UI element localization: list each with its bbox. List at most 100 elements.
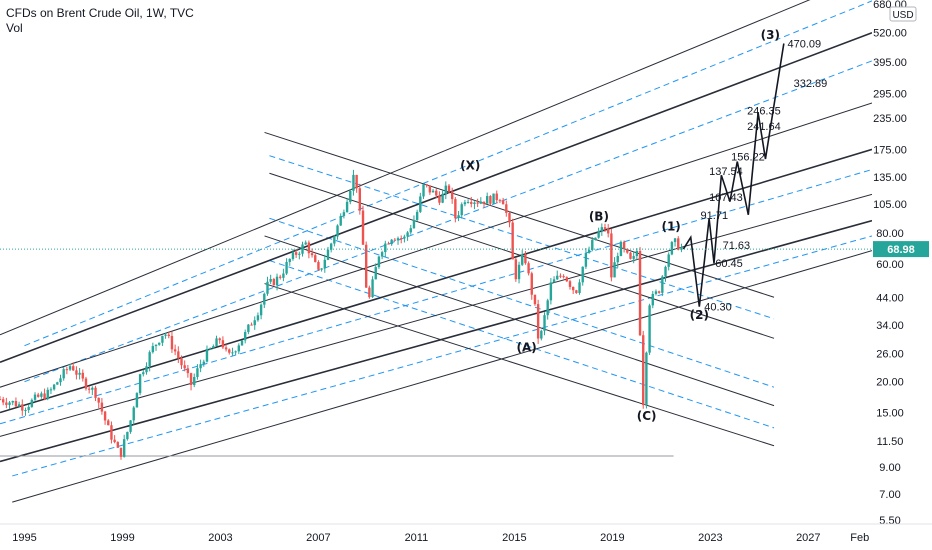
candle-body: [508, 212, 511, 223]
candle-body: [600, 227, 604, 232]
price-annotation: 60.45: [715, 258, 743, 270]
candle-body: [546, 300, 549, 316]
candle-body: [107, 420, 110, 426]
candle-body: [304, 242, 307, 245]
current-price-value: 68.98: [887, 244, 915, 256]
candle-body: [444, 185, 447, 195]
candle-body: [269, 278, 272, 282]
dashed-channel-line: [269, 155, 775, 320]
candle-body: [84, 378, 88, 389]
candle-body: [221, 340, 225, 348]
price-axis-bg: [872, 0, 932, 550]
candle-body: [425, 184, 428, 186]
candle-body: [250, 324, 253, 326]
candle-body: [62, 369, 65, 379]
candle-body: [307, 242, 311, 254]
candle-body: [224, 347, 228, 350]
candle-body: [549, 282, 553, 301]
candle-body: [412, 219, 416, 229]
y-tick-label: 44.00: [876, 292, 904, 304]
candle-body: [116, 442, 120, 448]
y-tick-label: 7.00: [879, 489, 900, 501]
price-annotation: 246.35: [747, 105, 781, 117]
candle-body: [91, 387, 94, 390]
candle-body: [371, 279, 374, 298]
candle-body: [428, 185, 432, 193]
candle-body: [183, 365, 186, 369]
candle-body: [530, 273, 533, 295]
candle-body: [594, 237, 597, 240]
wave-label: (3): [761, 28, 780, 42]
candle-body: [65, 369, 69, 371]
candle-body: [94, 387, 97, 398]
candle-body: [180, 358, 183, 366]
y-tick-label: 105.00: [873, 199, 907, 211]
candle-body: [591, 239, 594, 250]
candle-body: [56, 382, 59, 385]
candle-body: [406, 232, 409, 237]
candle-body: [476, 202, 479, 204]
candle-body: [154, 344, 158, 347]
candle-body: [642, 335, 645, 406]
dashed-channel-line: [12, 235, 872, 477]
candle-body: [441, 194, 444, 203]
candle-body: [492, 193, 495, 204]
plot-area[interactable]: (X) (B) (1) (A) (C) (2) (3) 470.09 332.89 246.35 2…: [0, 0, 872, 503]
candle-body: [145, 366, 148, 373]
wave-label: (B): [589, 210, 609, 224]
candle-body: [422, 184, 425, 197]
candle-body: [87, 388, 91, 390]
candle-body: [648, 305, 651, 353]
price-annotation: 470.09: [787, 39, 821, 51]
candle-body: [212, 346, 215, 349]
candle-body: [342, 212, 346, 216]
candle-body: [234, 351, 237, 353]
candle-body: [196, 368, 199, 377]
y-tick-label: 235.00: [873, 113, 907, 125]
candle-body: [498, 200, 502, 202]
price-axis[interactable]: 680.00 520.00 395.00 295.00 235.00 175.00 135.…: [872, 0, 932, 550]
candle-body: [638, 250, 642, 336]
candle-body: [298, 253, 301, 255]
candle-body: [8, 402, 11, 405]
dashed-channel-line: [269, 217, 775, 388]
time-axis[interactable]: 1995 1999 2003 2007 2011 2015 2019 2023 2027 Feb: [0, 523, 932, 544]
candle-body: [17, 404, 21, 407]
candle-body: [559, 275, 562, 277]
candle-body: [294, 252, 298, 255]
candle-body: [310, 253, 314, 256]
candle-body: [616, 255, 619, 263]
candle-body: [256, 315, 260, 321]
candle-body: [282, 273, 285, 278]
x-tick-label: 2011: [405, 532, 429, 544]
candle-body: [336, 225, 339, 237]
candle-body: [263, 293, 266, 305]
candle-body: [253, 320, 256, 326]
candle-body: [275, 276, 279, 286]
candle-body: [317, 262, 320, 270]
price-annotation: 137.54: [709, 166, 743, 178]
y-tick-label: 11.50: [877, 436, 904, 448]
candle-body: [237, 345, 241, 352]
y-tick-label: 15.00: [876, 408, 904, 420]
candle-body: [110, 425, 113, 440]
candle-body: [208, 348, 212, 350]
candle-body: [521, 254, 524, 265]
candle-body: [326, 249, 330, 260]
candle-body: [68, 366, 72, 370]
candle-body: [463, 202, 467, 205]
candle-body: [635, 250, 639, 257]
candle-body: [279, 276, 282, 278]
candle-body: [568, 281, 572, 287]
x-tick-label: Feb: [850, 532, 869, 544]
candle-body: [654, 291, 658, 294]
candle-body: [100, 402, 104, 412]
candle-body: [0, 399, 2, 401]
candle-body: [272, 278, 276, 286]
x-tick-label: 1995: [12, 532, 36, 544]
elliott-projection-path: [682, 43, 785, 307]
candle-body: [393, 239, 397, 241]
candle-body: [578, 282, 581, 294]
candle-body: [189, 373, 193, 386]
